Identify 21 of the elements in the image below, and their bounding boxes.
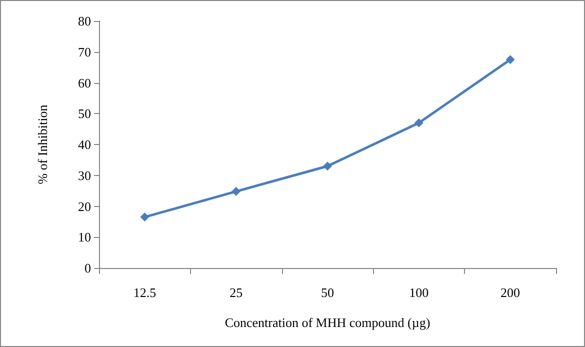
point bbox=[232, 186, 241, 196]
x-tick-label: 25 bbox=[230, 285, 243, 300]
x-tick-label: 100 bbox=[409, 285, 429, 300]
y-tick-label: 40 bbox=[78, 137, 91, 152]
y-tick-label: 10 bbox=[78, 230, 91, 245]
x-tick-label: 200 bbox=[500, 285, 520, 300]
y-tick-label: 60 bbox=[78, 75, 91, 90]
y-tick-label: 50 bbox=[78, 106, 91, 122]
y-tick-label: 30 bbox=[78, 168, 91, 183]
y-tick-label: 0 bbox=[84, 260, 91, 276]
y-tick-label: 70 bbox=[78, 44, 91, 60]
point bbox=[323, 162, 332, 171]
point bbox=[506, 55, 515, 64]
y-tick-label: 80 bbox=[78, 14, 91, 28]
y-tick-label: 20 bbox=[78, 198, 91, 214]
point bbox=[414, 118, 424, 128]
x-axis-title: Concentration of MHH compound (µg) bbox=[224, 315, 430, 330]
y-axis-title: % of Inhibition bbox=[35, 104, 50, 184]
point bbox=[140, 212, 150, 222]
x-tick-label: 50 bbox=[321, 285, 334, 300]
x-tick-label: 12.5 bbox=[133, 285, 156, 300]
